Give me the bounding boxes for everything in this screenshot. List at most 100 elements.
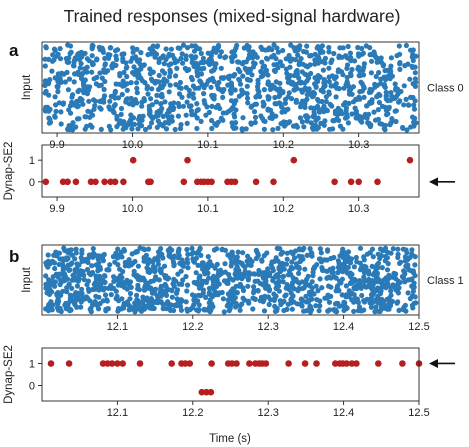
input-spike-point — [169, 118, 175, 124]
input-spike-point — [258, 44, 264, 50]
input-spike-point — [233, 45, 239, 51]
input-spike-point — [177, 260, 183, 266]
input-spike-point — [66, 107, 72, 113]
input-spike-point — [245, 100, 251, 106]
x-tick-label: 10.0 — [122, 203, 143, 215]
x-tick-label: 12.3 — [257, 407, 278, 419]
input-spike-point — [326, 74, 332, 80]
input-spike-point — [101, 273, 108, 279]
input-spike-point — [383, 285, 389, 291]
input-spike-point — [66, 267, 72, 273]
input-spike-point — [147, 124, 153, 130]
input-spike-point — [194, 108, 200, 114]
input-spike-point — [43, 273, 49, 279]
input-spike-point — [382, 258, 388, 264]
input-spike-point — [252, 278, 258, 284]
input-spike-point — [44, 290, 50, 296]
input-spike-point — [291, 255, 298, 261]
input-spike-point — [251, 284, 257, 290]
input-spike-point — [142, 247, 148, 253]
input-spike-point — [233, 266, 239, 273]
input-spike-point — [263, 275, 269, 281]
output-spike-point — [331, 178, 338, 186]
input-spike-point — [351, 308, 357, 314]
input-spike-point — [285, 76, 292, 82]
input-spike-point — [160, 53, 166, 59]
input-spike-point — [228, 288, 234, 294]
input-spike-point — [296, 246, 302, 252]
input-spike-point — [158, 299, 164, 305]
input-spike-point — [412, 262, 418, 268]
input-spike-point — [244, 95, 251, 101]
input-spike-point — [411, 280, 417, 286]
input-spike-point — [189, 77, 195, 83]
input-spike-point — [134, 85, 140, 91]
input-spike-point — [173, 73, 179, 79]
input-spike-point — [366, 271, 372, 277]
input-spike-point — [239, 301, 245, 307]
input-spike-point — [400, 125, 406, 131]
input-spike-point — [318, 259, 324, 265]
input-spike-point — [170, 281, 176, 287]
input-spike-point — [97, 70, 103, 76]
input-spike-point — [106, 123, 112, 129]
input-spike-point — [366, 276, 372, 283]
input-spike-point — [396, 99, 402, 105]
input-spike-point — [269, 47, 275, 53]
output-spike-point — [301, 360, 309, 367]
input-spike-point — [264, 250, 270, 256]
input-spike-point — [336, 303, 342, 309]
input-spike-point — [215, 102, 221, 108]
input-spike-point — [244, 258, 250, 264]
input-spike-point — [222, 247, 228, 253]
input-spike-point — [194, 101, 200, 107]
input-spike-point — [210, 60, 216, 66]
y-tick-label: 0 — [29, 177, 35, 189]
output-spike-point — [120, 178, 127, 186]
input-spike-point — [412, 273, 418, 279]
input-spike-point — [161, 61, 167, 67]
input-spike-point — [66, 55, 72, 61]
input-spike-point — [156, 72, 162, 79]
output-spike-point — [108, 360, 116, 367]
input-spike-point — [296, 266, 302, 272]
input-spike-point — [122, 259, 128, 266]
input-spike-point — [290, 123, 297, 129]
input-spike-point — [393, 118, 399, 125]
input-spike-point — [343, 283, 349, 289]
input-spike-point — [115, 246, 121, 252]
input-spike-point — [288, 290, 294, 296]
input-spike-point — [74, 116, 81, 122]
input-spike-point — [166, 62, 172, 68]
input-spike-point — [113, 62, 119, 68]
input-spike-point — [89, 44, 95, 50]
input-axis-label: Input — [21, 74, 33, 100]
input-spike-point — [400, 246, 406, 252]
input-spike-point — [366, 120, 372, 126]
input-spike-point — [209, 103, 215, 109]
input-spike-point — [326, 299, 333, 305]
input-spike-point — [310, 266, 316, 272]
input-spike-point — [178, 122, 184, 128]
input-spike-point — [176, 91, 183, 97]
input-spike-point — [67, 126, 73, 133]
input-spike-point — [403, 255, 409, 261]
input-spike-point — [225, 280, 231, 286]
panel-b-input-raster: 12.1 12.2 12.3 12.4 12.5 Input Class 1 — [21, 244, 464, 333]
output-spike-point — [233, 360, 240, 367]
input-spike-point — [245, 253, 251, 259]
input-spike-point — [162, 273, 168, 279]
plot-frame — [41, 144, 420, 198]
input-spike-point — [402, 271, 408, 277]
input-spike-point — [128, 95, 134, 101]
input-spike-point — [396, 285, 402, 291]
input-spike-point — [112, 95, 118, 101]
input-spike-point — [309, 285, 315, 291]
input-spike-point — [308, 120, 314, 126]
y-tick-label: 1 — [29, 358, 35, 370]
input-spike-point — [111, 278, 117, 284]
input-spike-point — [331, 274, 337, 280]
input-spike-point — [325, 292, 331, 298]
output-spike-point — [246, 360, 253, 367]
input-spike-point — [54, 300, 60, 306]
